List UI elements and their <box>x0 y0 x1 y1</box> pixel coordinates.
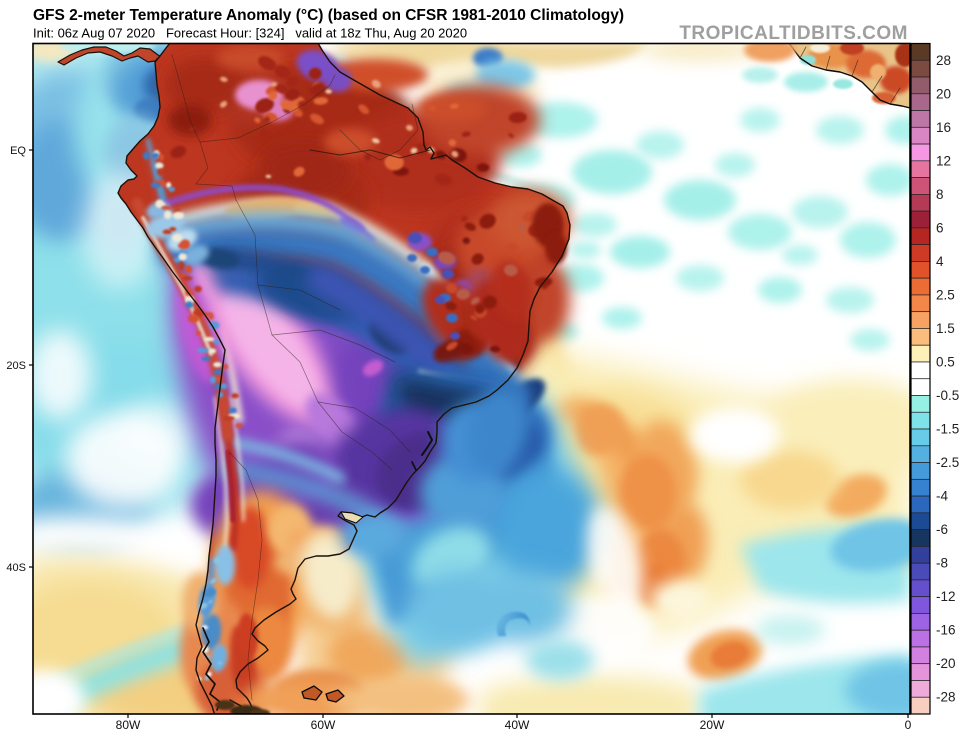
svg-text:20: 20 <box>936 86 951 101</box>
svg-text:4: 4 <box>936 254 944 269</box>
svg-text:20W: 20W <box>700 718 725 732</box>
svg-text:TROPICALTIDBITS.COM: TROPICALTIDBITS.COM <box>679 23 908 44</box>
svg-text:40S: 40S <box>6 562 26 574</box>
svg-text:8: 8 <box>936 187 944 202</box>
svg-text:6: 6 <box>936 220 944 235</box>
svg-text:2.5: 2.5 <box>936 287 955 302</box>
svg-text:-8: -8 <box>936 556 948 571</box>
svg-text:16: 16 <box>936 120 951 135</box>
svg-text:-16: -16 <box>936 623 956 638</box>
svg-text:40W: 40W <box>505 718 530 732</box>
svg-text:28: 28 <box>936 53 951 68</box>
svg-text:-1.5: -1.5 <box>936 422 959 437</box>
svg-text:Init: 06z Aug 07 2020 Foreca: Init: 06z Aug 07 2020 Forecast Hour: [32… <box>33 26 467 41</box>
svg-text:-28: -28 <box>936 690 956 705</box>
svg-text:12: 12 <box>936 153 951 168</box>
svg-text:-2.5: -2.5 <box>936 455 959 470</box>
svg-text:80W: 80W <box>116 718 141 732</box>
svg-text:20S: 20S <box>6 360 26 372</box>
svg-text:EQ: EQ <box>10 145 26 157</box>
svg-text:-4: -4 <box>936 489 948 504</box>
svg-text:0: 0 <box>905 718 912 732</box>
svg-text:GFS 2-meter Temperature Anomal: GFS 2-meter Temperature Anomaly (°C) (ba… <box>33 7 624 24</box>
svg-text:-12: -12 <box>936 589 956 604</box>
svg-text:-0.5: -0.5 <box>936 388 959 403</box>
svg-text:1.5: 1.5 <box>936 321 955 336</box>
svg-text:-6: -6 <box>936 522 948 537</box>
svg-text:60W: 60W <box>311 718 336 732</box>
svg-text:-20: -20 <box>936 656 956 671</box>
svg-text:0.5: 0.5 <box>936 354 955 369</box>
